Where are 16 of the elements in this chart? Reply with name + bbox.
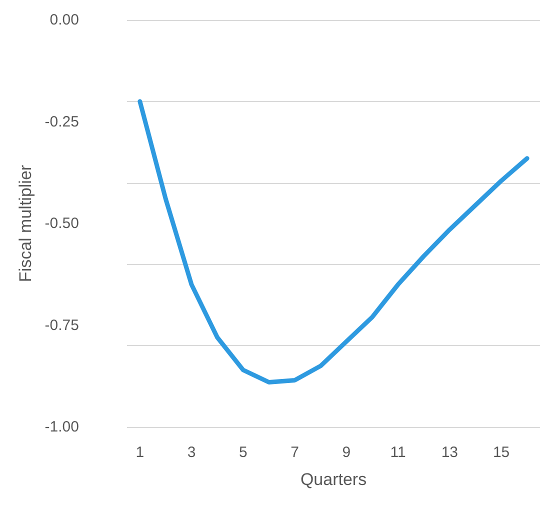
y-tick-label: -0.50: [44, 215, 79, 232]
x-tick-label: 1: [136, 444, 144, 461]
y-tick-label: -0.75: [44, 316, 79, 334]
x-tick-label: 15: [492, 444, 510, 461]
y-tick-label: 0.00: [50, 12, 79, 28]
x-tick-label: 11: [390, 444, 406, 461]
line-series: [138, 99, 530, 384]
x-axis-title: Quarters: [300, 470, 367, 489]
y-tick-label: -0.25: [44, 113, 79, 130]
x-tick-label: 13: [441, 444, 458, 461]
x-tick-label: 9: [342, 444, 351, 461]
x-tick-label: 7: [290, 444, 299, 461]
y-tick-label: -1.00: [44, 418, 79, 436]
x-tick-label: 5: [238, 444, 248, 461]
y-axis-title: Fiscal multiplier: [16, 164, 35, 282]
x-tick-label: 3: [187, 444, 196, 461]
